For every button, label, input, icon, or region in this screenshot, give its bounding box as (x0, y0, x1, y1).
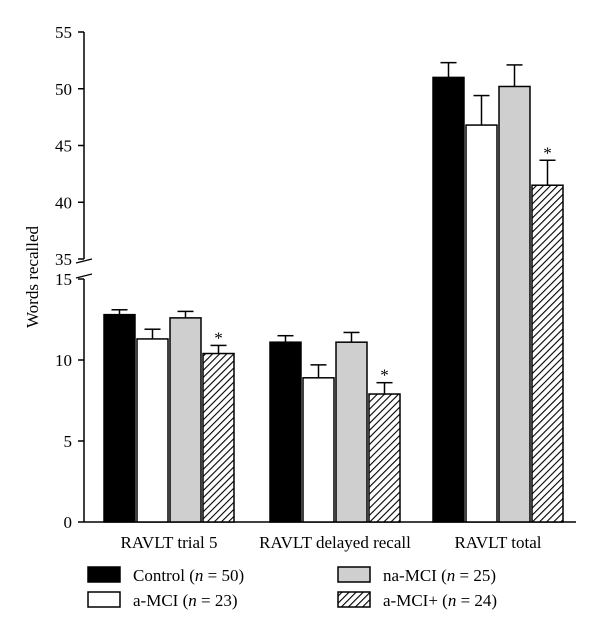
legend-swatch (87, 591, 121, 608)
bar (335, 341, 368, 523)
bar (498, 85, 531, 523)
axis-break-mark (75, 273, 93, 279)
significance-marker: * (214, 328, 223, 347)
legend-swatch (337, 591, 371, 608)
x-tick-label: RAVLT trial 5 (121, 533, 218, 552)
y-tick-label: 35 (55, 250, 72, 269)
axis-break-mark (75, 258, 93, 264)
bar (169, 317, 202, 523)
y-tick-label: 55 (55, 23, 72, 42)
significance-marker: * (543, 143, 552, 162)
bar (103, 313, 136, 523)
bar (432, 76, 465, 523)
bar (368, 393, 401, 523)
bar (465, 124, 498, 523)
y-tick-label: 0 (64, 513, 73, 532)
y-tick-label: 45 (55, 137, 72, 156)
bar (531, 184, 564, 523)
y-tick-label: 15 (55, 270, 72, 289)
bar (302, 377, 335, 523)
y-tick-label: 50 (55, 80, 72, 99)
y-tick-label: 5 (64, 432, 73, 451)
y-tick-label: 10 (55, 351, 72, 370)
significance-marker: * (380, 366, 389, 385)
legend-swatch (337, 566, 371, 583)
legend-label: a-MCI+ (n = 24) (383, 591, 497, 610)
legend-swatch (87, 566, 121, 583)
legend-label: na-MCI (n = 25) (383, 566, 496, 585)
y-axis-label: Words recalled (23, 226, 42, 329)
bars-group (103, 61, 564, 523)
legend-label: Control (n = 50) (133, 566, 244, 585)
y-tick-label: 40 (55, 193, 72, 212)
bar (269, 341, 302, 523)
x-tick-label: RAVLT delayed recall (259, 533, 411, 552)
legend: Control (n = 50) a-MCI (n = 23) na-MCI (n … (87, 566, 497, 610)
labels-group: 35 40 45 50 55 0 5 10 15 Words recalled * RAVLT tri… (23, 23, 552, 552)
bar (202, 352, 235, 523)
legend-label: a-MCI (n = 23) (133, 591, 237, 610)
bar (136, 338, 169, 523)
x-tick-label: RAVLT total (454, 533, 541, 552)
